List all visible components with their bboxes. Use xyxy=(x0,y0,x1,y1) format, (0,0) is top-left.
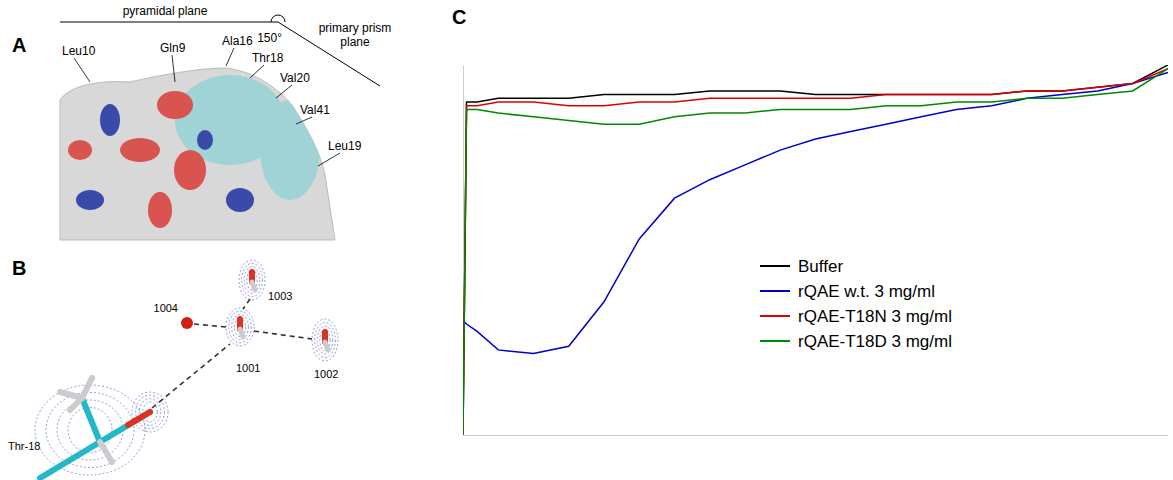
surface xyxy=(60,68,335,240)
legend-label: rQAE-T18D 3 mg/ml xyxy=(798,332,952,351)
panel-letter: C xyxy=(452,6,466,28)
legend: Buffer rQAE w.t. 3 mg/ml rQAE-T18N 3 mg/ml… xyxy=(760,257,952,351)
h-bond xyxy=(254,331,312,339)
panel-c: Buffer rQAE w.t. 3 mg/ml rQAE-T18N 3 mg/ml… xyxy=(463,65,1169,436)
axis-line xyxy=(464,435,1169,436)
water-label: 1004 xyxy=(154,302,178,314)
density-mesh xyxy=(35,385,145,475)
bond xyxy=(82,398,100,442)
leader xyxy=(318,153,340,166)
panel-letter: A xyxy=(12,34,26,56)
h-bond xyxy=(194,324,226,327)
figure: A B Cpyramidal plane 150° primary prismplane… xyxy=(0,0,1173,480)
panel-letter: B xyxy=(12,257,26,279)
surface-patch xyxy=(197,130,213,150)
leader xyxy=(172,55,175,82)
bond xyxy=(128,412,150,425)
leader xyxy=(296,117,312,124)
density-mesh xyxy=(229,311,251,343)
density-mesh xyxy=(317,326,333,354)
h-bond xyxy=(243,299,250,309)
density-mesh xyxy=(232,314,249,339)
surface-patch xyxy=(174,150,206,190)
density-mesh xyxy=(320,330,330,351)
residue-label: Leu10 xyxy=(62,44,96,58)
residue-label: Leu19 xyxy=(328,139,362,153)
density-mesh xyxy=(234,318,245,337)
residue-label: Gln9 xyxy=(160,41,186,55)
water-atom xyxy=(181,317,193,329)
density-mesh xyxy=(244,267,260,294)
water-bond xyxy=(252,282,255,290)
series-line xyxy=(463,65,1168,435)
density-mesh xyxy=(226,308,254,346)
bond xyxy=(70,398,82,410)
surface-patch xyxy=(226,188,254,212)
residue-label: Val20 xyxy=(280,71,310,85)
water-bond xyxy=(325,342,328,350)
legend-label: rQAE-T18N 3 mg/ml xyxy=(798,307,952,326)
panel-b: Thr-18 1004 1003 1001 1002 xyxy=(8,260,338,478)
series-line xyxy=(463,72,1168,353)
legend-swatch xyxy=(760,265,790,267)
leader xyxy=(250,65,264,78)
h-bond xyxy=(152,344,230,408)
surface-patch xyxy=(68,140,92,160)
surface-patch xyxy=(120,138,160,162)
angle-arc xyxy=(271,15,285,22)
density-mesh xyxy=(315,323,336,358)
water-label: 1002 xyxy=(314,368,338,380)
surface-patch xyxy=(100,104,120,136)
series-line xyxy=(463,69,1168,435)
plane-label: primary prismplane xyxy=(319,21,392,49)
residue-label: Thr18 xyxy=(252,51,284,65)
legend-label: Buffer xyxy=(798,257,843,276)
plane-label: pyramidal plane xyxy=(123,4,208,18)
bond xyxy=(82,378,92,398)
series-line xyxy=(463,69,1168,435)
bond xyxy=(100,412,150,442)
surface-patch xyxy=(157,91,193,119)
surface-patch xyxy=(76,190,104,210)
angle-label: 150° xyxy=(257,31,282,45)
residue-label: Val41 xyxy=(300,103,330,117)
legend-swatch xyxy=(760,340,790,342)
bond xyxy=(100,442,112,462)
water-label: 1003 xyxy=(268,290,292,302)
water-bond xyxy=(240,329,243,337)
plot-lines xyxy=(463,65,1168,435)
residue-label: Thr-18 xyxy=(8,440,40,452)
density-mesh xyxy=(247,270,257,290)
panel-a: pyramidal plane 150° primary prismplane Leu… xyxy=(60,4,391,240)
surface-patch xyxy=(148,192,172,228)
legend-label: rQAE w.t. 3 mg/ml xyxy=(798,282,935,301)
x-axis xyxy=(464,435,1169,436)
residue-label: Ala16 xyxy=(222,34,253,48)
density-mesh xyxy=(242,263,263,296)
density-mesh xyxy=(239,260,265,300)
legend-swatch xyxy=(760,315,790,317)
density-mesh xyxy=(312,319,338,361)
leader xyxy=(74,58,90,82)
water-label: 1001 xyxy=(236,362,260,374)
legend-swatch xyxy=(760,290,790,292)
leader xyxy=(226,48,234,66)
leader xyxy=(276,85,292,98)
bond xyxy=(40,442,100,478)
